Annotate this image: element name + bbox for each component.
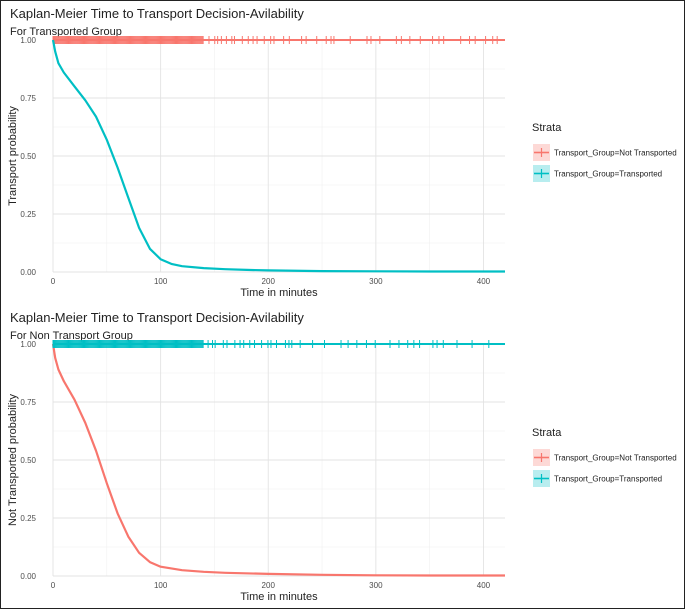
series-not-transported: [51, 343, 505, 577]
y-tick-label: 0.50: [20, 456, 36, 465]
chart-title: Kaplan-Meier Time to Transport Decision-…: [10, 310, 304, 325]
legend: Strata Transport_Group=Not Transported Tra…: [532, 427, 677, 487]
y-tick-label: 1.00: [20, 36, 36, 45]
legend-title: Strata: [532, 122, 562, 134]
y-tick-label: 1.00: [20, 340, 36, 349]
legend-label: Transport_Group=Transported: [554, 475, 662, 484]
y-tick-label: 0.25: [20, 514, 36, 523]
series-not-transported: [52, 36, 505, 44]
y-tick-label: 0.00: [20, 268, 36, 277]
legend-label: Transport_Group=Not Transported: [554, 149, 677, 158]
chart-subtitle: For Transported Group: [10, 26, 122, 38]
x-tick-label: 300: [369, 277, 383, 286]
gridlines: [52, 343, 505, 577]
x-tick-label: 200: [262, 581, 276, 590]
legend-item: Transport_Group=Not Transported: [533, 449, 677, 466]
legend-item: Transport_Group=Transported: [533, 165, 662, 182]
km-panel-1: Kaplan-Meier Time to Transport Decision-…: [7, 6, 677, 299]
x-tick-label: 400: [477, 277, 491, 286]
legend: Strata Transport_Group=Not Transported Tra…: [532, 122, 677, 182]
y-tick-label: 0.75: [20, 94, 36, 103]
x-tick-label: 300: [369, 581, 383, 590]
y-tick-label: 0.50: [20, 152, 36, 161]
x-tick-label: 100: [154, 581, 168, 590]
x-tick-label: 200: [262, 277, 276, 286]
x-tick-label: 100: [154, 277, 168, 286]
km-panel-2: Kaplan-Meier Time to Transport Decision-…: [7, 310, 677, 603]
y-tick-label: 0.00: [20, 572, 36, 581]
x-axis-label: Time in minutes: [240, 591, 318, 603]
y-axis-label: Transport probability: [7, 106, 19, 206]
chart-subtitle: For Non Transport Group: [10, 330, 133, 342]
survival-curve: [51, 39, 505, 273]
x-tick-label: 400: [477, 581, 491, 590]
survival-curve: [51, 343, 505, 577]
legend-label: Transport_Group=Transported: [554, 170, 662, 179]
x-tick-label: 0: [51, 581, 56, 590]
chart-title: Kaplan-Meier Time to Transport Decision-…: [10, 6, 304, 21]
legend-item: Transport_Group=Not Transported: [533, 144, 677, 161]
series-transported: [52, 340, 505, 348]
legend-label: Transport_Group=Not Transported: [554, 454, 677, 463]
y-axis-label: Not Transported probability: [7, 393, 19, 526]
series-transported: [51, 39, 505, 273]
gridlines: [52, 39, 505, 273]
x-axis-label: Time in minutes: [240, 287, 318, 299]
legend-title: Strata: [532, 427, 562, 439]
legend-item: Transport_Group=Transported: [533, 470, 662, 487]
y-tick-label: 0.75: [20, 398, 36, 407]
x-tick-label: 0: [51, 277, 56, 286]
y-tick-label: 0.25: [20, 210, 36, 219]
